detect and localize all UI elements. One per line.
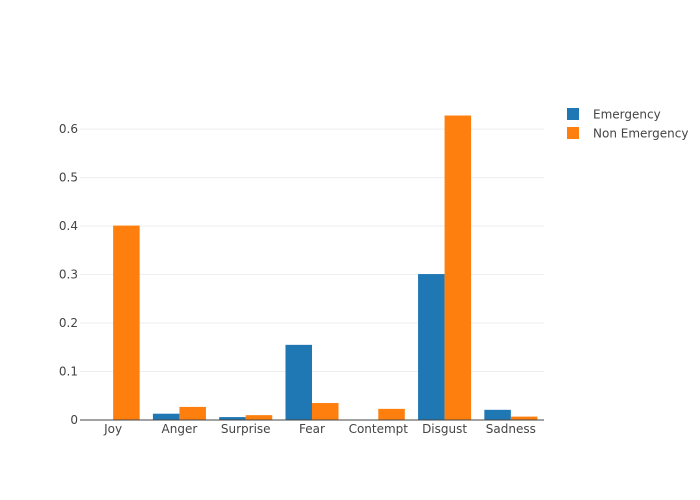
y-tick-label: 0.2 — [59, 316, 78, 330]
x-tick-label: Anger — [162, 422, 198, 436]
x-tick-label: Joy — [103, 422, 122, 436]
bar-emergency-surprise[interactable] — [219, 417, 246, 420]
y-tick-label: 0.5 — [59, 171, 78, 185]
x-tick-label: Fear — [299, 422, 325, 436]
bar-non-emergency-fear[interactable] — [312, 403, 339, 420]
legend[interactable]: Emergency Non Emergency — [567, 108, 688, 141]
gridlines — [80, 128, 544, 373]
x-tick-label: Contempt — [349, 422, 409, 436]
legend-label: Emergency — [593, 108, 661, 122]
legend-label: Non Emergency — [593, 127, 688, 141]
legend-item[interactable]: Emergency — [567, 108, 661, 122]
bar-emergency-disgust[interactable] — [418, 274, 445, 420]
y-tick-label: 0 — [70, 413, 78, 427]
bar-non-emergency-anger[interactable] — [179, 406, 206, 420]
bar-emergency-fear[interactable] — [285, 344, 312, 420]
y-tick-label: 0.3 — [59, 268, 78, 282]
x-tick-label: Surprise — [221, 422, 271, 436]
legend-swatch — [567, 108, 579, 120]
bar-non-emergency-contempt[interactable] — [378, 408, 405, 420]
bars — [113, 115, 538, 421]
bar-non-emergency-surprise[interactable] — [245, 415, 273, 420]
bar-non-emergency-disgust[interactable] — [444, 115, 472, 421]
bar-emergency-sadness[interactable] — [484, 409, 511, 420]
legend-swatch — [567, 127, 579, 139]
x-tick-label: Sadness — [486, 422, 536, 436]
bar-emergency-anger[interactable] — [152, 413, 180, 420]
axes: 0 0.1 0.2 0.3 0.4 0.5 0.6 Joy Anger Surprise Fear C… — [59, 122, 544, 436]
bar-non-emergency-sadness[interactable] — [510, 416, 538, 420]
legend-item[interactable]: Non Emergency — [567, 127, 688, 141]
y-tick-label: 0.6 — [59, 122, 78, 136]
y-tick-label: 0.4 — [59, 219, 78, 233]
bar-non-emergency-joy[interactable] — [113, 225, 140, 420]
x-tick-label: Disgust — [422, 422, 467, 436]
y-tick-label: 0.1 — [59, 365, 78, 379]
